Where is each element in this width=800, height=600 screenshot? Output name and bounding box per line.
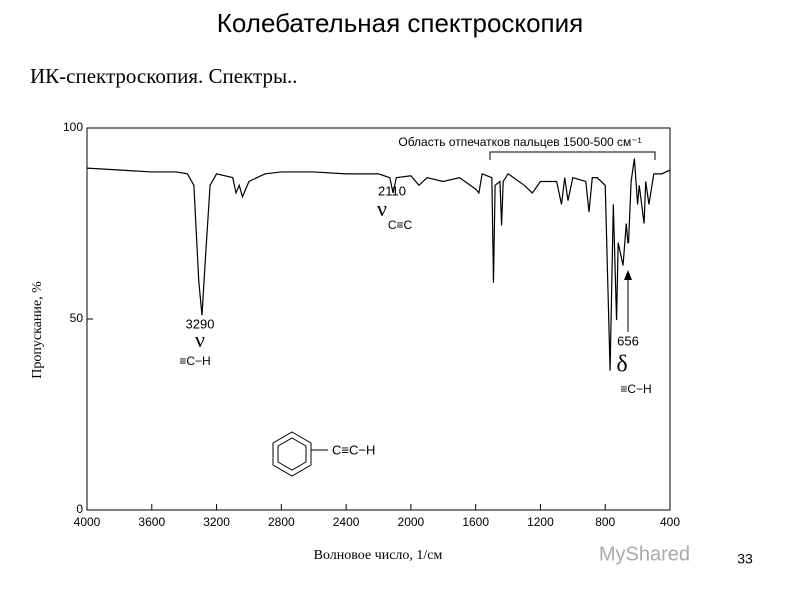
benzene-inner <box>277 437 307 471</box>
annotation: Область отпечатков пальцев 1500-500 см⁻¹ <box>398 135 641 149</box>
y-tick-label: 100 <box>63 120 83 134</box>
x-tick-label: 2800 <box>268 515 295 529</box>
annotation: 656 <box>617 333 639 348</box>
x-tick-label: 400 <box>660 515 680 529</box>
page-number: 33 <box>737 551 753 567</box>
x-tick-label: 2400 <box>333 515 360 529</box>
watermark: MyShared <box>599 543 690 565</box>
x-axis-label: Волновое число, 1/см <box>314 548 443 563</box>
x-tick-label: 3200 <box>203 515 230 529</box>
y-tick-label: 50 <box>70 311 84 325</box>
annotation: ≡C−H <box>179 354 210 368</box>
annotation: ν <box>377 196 387 221</box>
plot-frame <box>86 127 671 511</box>
x-tick-label: 1600 <box>462 515 489 529</box>
slide-subtitle: ИК-спектроскопия. Спектры.. <box>30 64 298 88</box>
x-tick-label: 3600 <box>138 515 165 529</box>
annotation: C≡C <box>388 218 413 232</box>
annotation: δ <box>616 352 627 378</box>
x-tick-label: 2000 <box>398 515 425 529</box>
x-tick-label: 1200 <box>527 515 554 529</box>
fingerprint-bracket <box>489 151 656 160</box>
y-tick-label: 0 <box>76 502 83 516</box>
y-axis-label: Пропускание, % <box>30 281 45 379</box>
benzene-ring <box>272 431 312 477</box>
annotation: ν <box>195 327 205 352</box>
molecule-label: C≡C−H <box>332 442 375 457</box>
annotation: 2110 <box>378 183 406 198</box>
arrow-head <box>624 270 632 280</box>
spectrum-line <box>86 158 671 371</box>
annotation: ≡C−H <box>620 382 651 396</box>
x-tick-label: 800 <box>595 515 615 529</box>
slide-title: Колебательная спектроскопия <box>217 8 583 38</box>
annotation: 3290 <box>186 316 215 331</box>
x-tick-label: 4000 <box>74 515 101 529</box>
chart: 4000 3600 3200 2800 2400 2000 1600 1200 800 40005… <box>63 120 680 529</box>
